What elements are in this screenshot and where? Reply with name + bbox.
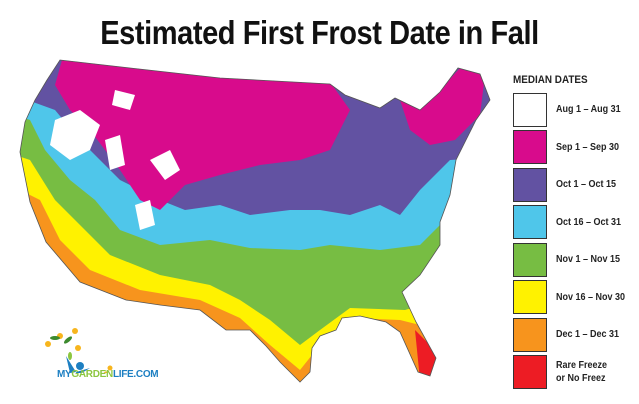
legend-label: Sep 1 – Sep 30 [556, 141, 620, 153]
legend-swatch [513, 242, 547, 277]
mygardenlife-logo: MYGARDENLIFE.COM [30, 318, 170, 380]
zone-aug [50, 90, 180, 230]
legend-item: Nov 1 – Nov 15 [513, 241, 633, 279]
map-title: Estimated First Frost Date in Fall [100, 14, 539, 51]
legend-swatch [513, 205, 547, 240]
legend-label: Oct 1 – Oct 15 [556, 179, 617, 191]
legend-item: Rare Freeze or No Freez [513, 354, 633, 392]
legend-item: Dec 1 – Dec 31 [513, 316, 633, 354]
legend-title: MEDIAN DATES [513, 74, 588, 86]
legend-item: Oct 1 – Oct 15 [513, 166, 633, 204]
legend-label: Aug 1 – Aug 31 [556, 104, 621, 116]
legend-label: Nov 1 – Nov 15 [556, 254, 621, 266]
legend-swatch [513, 92, 547, 127]
legend-label: Nov 16 – Nov 30 [556, 291, 626, 303]
legend-label: Dec 1 – Dec 31 [556, 329, 620, 341]
legend-swatch [513, 130, 547, 165]
legend-item: Aug 1 – Aug 31 [513, 91, 633, 129]
legend-item: Nov 16 – Nov 30 [513, 279, 633, 317]
legend-label: Oct 16 – Oct 31 [556, 216, 622, 228]
zone-no-freeze [415, 330, 440, 382]
legend-item: Oct 16 – Oct 31 [513, 204, 633, 242]
legend-swatch [513, 167, 547, 202]
legend-swatch [513, 280, 547, 315]
legend-swatch [513, 355, 547, 390]
legend-swatch [513, 317, 547, 352]
legend-label: Rare Freeze or No Freez [556, 360, 608, 385]
legend: MEDIAN DATES Aug 1 – Aug 31 Sep 1 – Sep 3… [513, 74, 633, 391]
legend-item: Sep 1 – Sep 30 [513, 129, 633, 167]
logo-text: MYGARDENLIFE.COM [57, 369, 159, 380]
gardener-figure-icon [45, 328, 113, 377]
